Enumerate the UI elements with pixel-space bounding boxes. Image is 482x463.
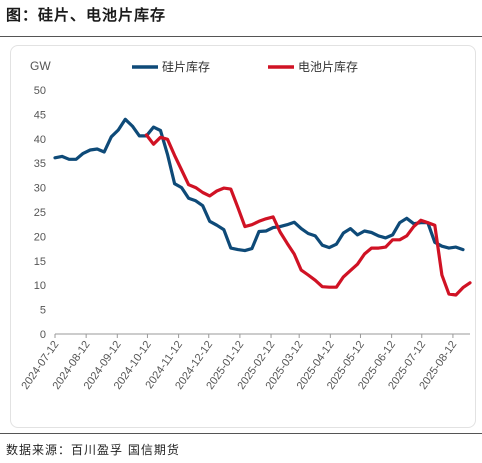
y-axis-unit: GW <box>30 59 51 73</box>
figure-title: 图：硅片、电池片库存 <box>6 6 167 24</box>
y-tick-label: 45 <box>34 109 46 121</box>
y-tick-label: 25 <box>34 207 46 219</box>
series-line-2 <box>144 133 472 297</box>
y-tick-label: 50 <box>34 85 46 97</box>
y-tick-label: 35 <box>34 158 46 170</box>
chart-series <box>53 117 472 297</box>
y-tick-label: 30 <box>34 183 46 195</box>
legend-label-2: 电池片库存 <box>298 59 358 74</box>
bottom-divider <box>0 433 482 434</box>
data-source: 数据来源：百川盈孚 国信期货 <box>6 443 180 457</box>
y-tick-label: 15 <box>34 256 46 268</box>
top-divider <box>0 36 482 37</box>
series-line-1 <box>53 117 465 253</box>
chart-legend: 硅片库存 电池片库存 <box>132 59 358 74</box>
y-tick-label: 5 <box>40 305 46 317</box>
y-tick-label: 20 <box>34 231 46 243</box>
y-tick-label: 10 <box>34 280 46 292</box>
y-tick-label: 40 <box>34 134 46 146</box>
chart-frame <box>10 45 476 428</box>
y-tick-label: 0 <box>40 329 46 341</box>
legend-label-1: 硅片库存 <box>162 59 210 74</box>
